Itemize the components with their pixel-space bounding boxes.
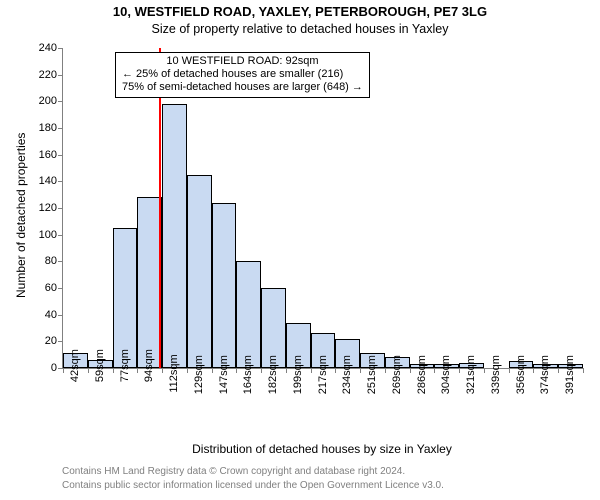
- x-tick-mark: [533, 368, 534, 373]
- x-tick-label: 339sqm: [490, 316, 502, 376]
- footer-line-1: Contains HM Land Registry data © Crown c…: [62, 466, 405, 477]
- x-tick-label: 182sqm: [267, 316, 279, 376]
- x-tick-label: 164sqm: [242, 316, 254, 376]
- x-tick-label: 147sqm: [218, 316, 230, 376]
- x-tick-label: 42sqm: [69, 316, 81, 376]
- x-tick-label: 356sqm: [515, 316, 527, 376]
- x-tick-mark: [410, 368, 411, 373]
- x-tick-mark: [261, 368, 262, 373]
- annotation-line: 10 WESTFIELD ROAD: 92sqm: [122, 55, 363, 68]
- x-tick-label: 234sqm: [341, 316, 353, 376]
- x-tick-mark: [434, 368, 435, 373]
- y-tick-label: 100: [39, 229, 63, 241]
- x-tick-label: 77sqm: [119, 316, 131, 376]
- y-tick-label: 20: [45, 335, 63, 347]
- y-axis-label: Number of detached properties: [14, 133, 28, 298]
- annotation-line: 75% of semi-detached houses are larger (…: [122, 81, 363, 94]
- y-tick-label: 200: [39, 95, 63, 107]
- x-tick-mark: [286, 368, 287, 373]
- x-tick-label: 391sqm: [564, 316, 576, 376]
- x-tick-mark: [212, 368, 213, 373]
- x-tick-label: 129sqm: [193, 316, 205, 376]
- x-tick-mark: [335, 368, 336, 373]
- annotation-line: ← 25% of detached houses are smaller (21…: [122, 68, 363, 81]
- x-tick-label: 112sqm: [168, 316, 180, 376]
- x-tick-mark: [583, 368, 584, 373]
- y-tick-label: 0: [51, 362, 63, 374]
- chart-subtitle: Size of property relative to detached ho…: [0, 22, 600, 36]
- x-tick-label: 94sqm: [143, 316, 155, 376]
- x-tick-mark: [311, 368, 312, 373]
- chart-title: 10, WESTFIELD ROAD, YAXLEY, PETERBOROUGH…: [0, 4, 600, 19]
- x-tick-label: 304sqm: [440, 316, 452, 376]
- y-tick-label: 120: [39, 202, 63, 214]
- x-tick-label: 321sqm: [465, 316, 477, 376]
- y-tick-label: 160: [39, 149, 63, 161]
- x-tick-mark: [236, 368, 237, 373]
- x-tick-mark: [509, 368, 510, 373]
- x-tick-label: 217sqm: [317, 316, 329, 376]
- x-tick-mark: [360, 368, 361, 373]
- x-tick-label: 286sqm: [416, 316, 428, 376]
- y-tick-label: 80: [45, 255, 63, 267]
- x-tick-label: 269sqm: [391, 316, 403, 376]
- plot-area: 02040608010012014016018020022024042sqm59…: [62, 48, 583, 369]
- footer-line-2: Contains public sector information licen…: [62, 480, 444, 491]
- x-tick-mark: [558, 368, 559, 373]
- x-tick-mark: [459, 368, 460, 373]
- y-tick-label: 220: [39, 69, 63, 81]
- annotation-box: 10 WESTFIELD ROAD: 92sqm← 25% of detache…: [115, 52, 370, 98]
- x-tick-label: 374sqm: [539, 316, 551, 376]
- x-tick-label: 59sqm: [94, 316, 106, 376]
- y-tick-label: 140: [39, 175, 63, 187]
- x-tick-mark: [137, 368, 138, 373]
- x-tick-mark: [162, 368, 163, 373]
- y-tick-label: 240: [39, 42, 63, 54]
- x-tick-mark: [385, 368, 386, 373]
- x-tick-label: 199sqm: [292, 316, 304, 376]
- x-tick-label: 251sqm: [366, 316, 378, 376]
- x-tick-mark: [63, 368, 64, 373]
- x-tick-mark: [484, 368, 485, 373]
- y-tick-label: 40: [45, 309, 63, 321]
- y-tick-label: 60: [45, 282, 63, 294]
- x-tick-mark: [113, 368, 114, 373]
- x-tick-mark: [187, 368, 188, 373]
- chart-container: 10, WESTFIELD ROAD, YAXLEY, PETERBOROUGH…: [0, 0, 600, 500]
- y-tick-label: 180: [39, 122, 63, 134]
- x-tick-mark: [88, 368, 89, 373]
- x-axis-label: Distribution of detached houses by size …: [62, 442, 582, 456]
